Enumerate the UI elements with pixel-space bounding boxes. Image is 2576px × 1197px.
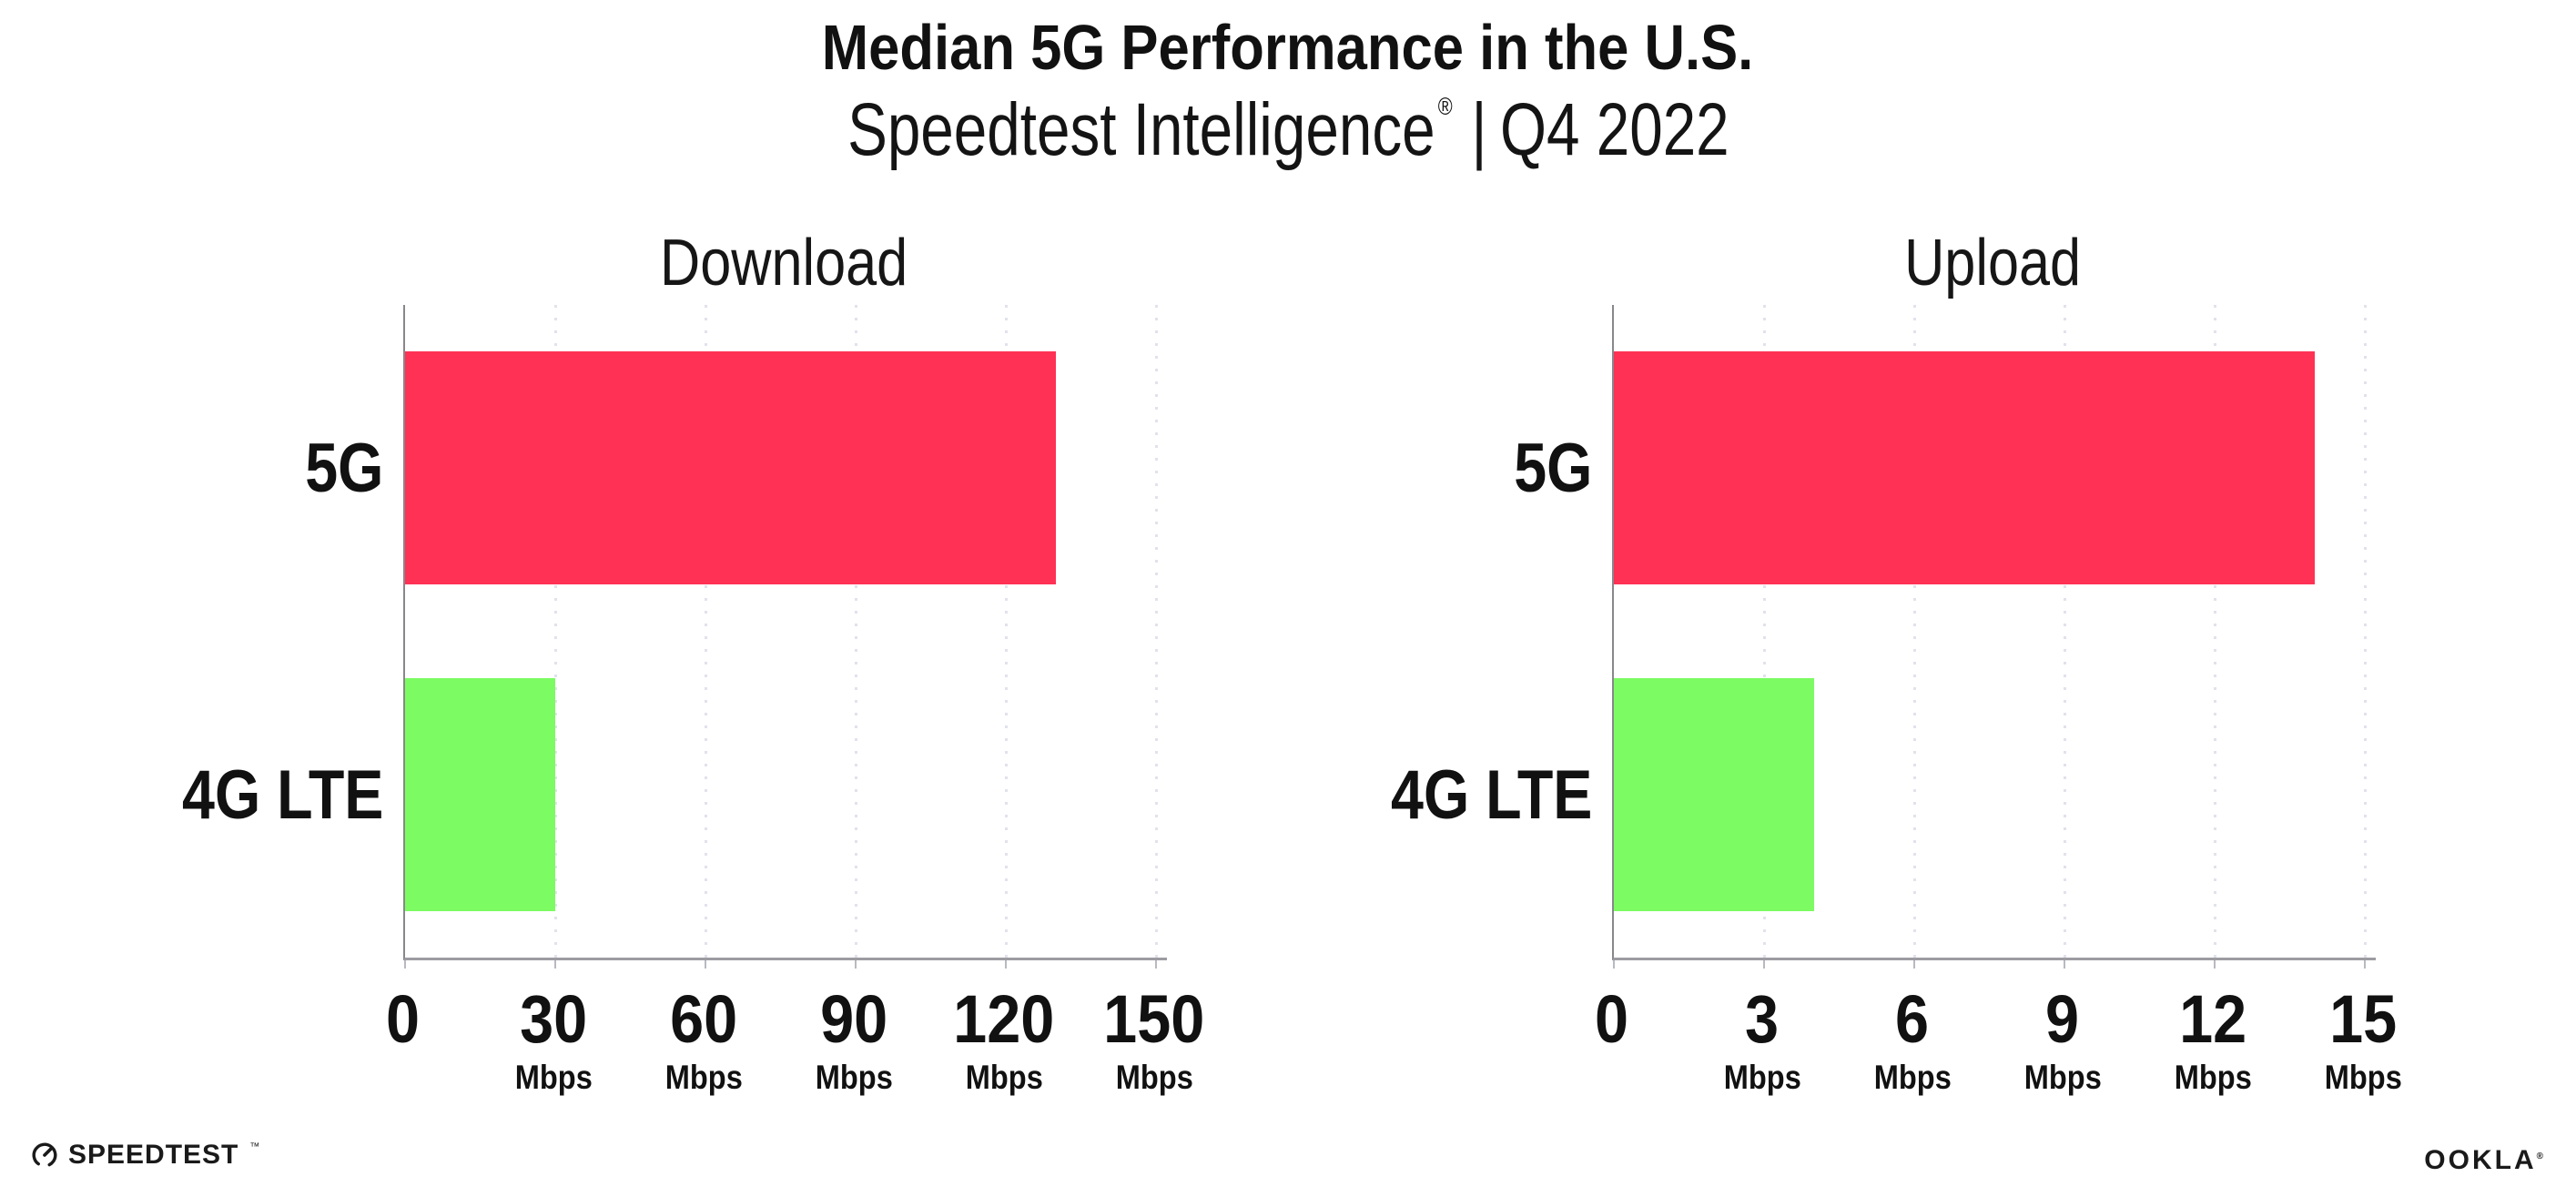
tick-value: 0 xyxy=(1595,981,1629,1057)
category-label-4g-lte: 4G LTE xyxy=(1390,756,1592,834)
tick-label: 150 Mbps xyxy=(1054,981,1254,1097)
gridline xyxy=(705,305,707,958)
category-label-4g-lte: 4G LTE xyxy=(181,756,383,834)
subtitle-separator: | xyxy=(1471,88,1487,171)
tick-unit: Mbps xyxy=(664,1059,743,1097)
tick-unit: Mbps xyxy=(2023,1059,2102,1097)
tick-value: 0 xyxy=(386,981,421,1057)
tick-mark xyxy=(404,960,406,969)
tick-value: 3 xyxy=(1745,981,1780,1057)
tick-unit: Mbps xyxy=(1873,1059,1952,1097)
tick-value: 90 xyxy=(819,981,888,1057)
tick-label: 0 xyxy=(303,981,503,1057)
tick-mark xyxy=(554,960,556,969)
upload-plot-area xyxy=(1612,305,2376,969)
tick-mark xyxy=(1155,960,1157,969)
tick-mark xyxy=(855,960,857,969)
category-label-5g: 5G xyxy=(1513,429,1592,507)
tick-value: 15 xyxy=(2328,981,2398,1057)
tick-value: 120 xyxy=(953,981,1055,1057)
tick-value: 150 xyxy=(1103,981,1205,1057)
gridline xyxy=(855,305,857,958)
category-label-5g: 5G xyxy=(304,429,383,507)
tick-value: 12 xyxy=(2178,981,2247,1057)
tick-label: 12 Mbps xyxy=(2113,981,2313,1097)
upload-chart: Upload 0 3 Mbps 6 Mbps 9 Mbps 12 Mbps 15 Mbps 5G 4G … xyxy=(1339,118,2402,1156)
tick-mark xyxy=(1005,960,1007,969)
gridline xyxy=(1763,305,1766,958)
tick-unit: Mbps xyxy=(815,1059,893,1097)
bar-4g-lte xyxy=(1614,678,1814,911)
gridline xyxy=(1913,305,1916,958)
tick-mark xyxy=(1763,960,1765,969)
upload-chart-title: Upload xyxy=(1904,227,2082,299)
tick-mark xyxy=(2214,960,2216,969)
tick-value: 30 xyxy=(519,981,588,1057)
page-subtitle: Speedtest Intelligence ® | Q4 2022 xyxy=(0,87,2576,173)
gridline xyxy=(2064,305,2066,958)
download-chart-title: Download xyxy=(660,227,908,299)
bar-5g xyxy=(1614,351,2315,584)
tick-label: 60 Mbps xyxy=(603,981,804,1097)
tick-label: 9 Mbps xyxy=(1962,981,2163,1097)
speedtest-logo-text: SPEEDTEST xyxy=(68,1140,239,1170)
tick-label: 0 xyxy=(1512,981,1712,1057)
gridline xyxy=(2214,305,2216,958)
tick-unit: Mbps xyxy=(1723,1059,1801,1097)
tick-mark xyxy=(2364,960,2366,969)
trademark-icon: ™ xyxy=(249,1141,260,1152)
gridline xyxy=(1155,305,1158,958)
tick-mark xyxy=(1613,960,1615,969)
bar-4g-lte xyxy=(405,678,555,911)
tick-mark xyxy=(2064,960,2065,969)
tick-label: 3 Mbps xyxy=(1662,981,1862,1097)
download-chart: Download 0 30 Mbps 60 Mbps 90 Mbps 120 Mbps 150 Mb… xyxy=(130,118,1205,1156)
tick-label: 6 Mbps xyxy=(1812,981,2013,1097)
tick-unit: Mbps xyxy=(2324,1059,2402,1097)
ookla-registered-mark-icon: ® xyxy=(2536,1151,2543,1161)
tick-mark xyxy=(1913,960,1915,969)
subtitle-period: Q4 2022 xyxy=(1499,88,1729,171)
tick-label: 120 Mbps xyxy=(904,981,1104,1097)
page-title-text: Median 5G Performance in the U.S. xyxy=(822,12,1754,83)
speedtest-gauge-icon xyxy=(32,1142,57,1168)
page-title: Median 5G Performance in the U.S. xyxy=(0,11,2576,84)
bar-5g xyxy=(405,351,1056,584)
subtitle-brand: Speedtest Intelligence xyxy=(847,88,1435,171)
ookla-logo-text: OOKLA xyxy=(2424,1145,2537,1175)
tick-value: 60 xyxy=(669,981,738,1057)
registered-mark-icon: ® xyxy=(1437,93,1453,120)
gridline xyxy=(1005,305,1008,958)
tick-value: 9 xyxy=(2045,981,2080,1057)
tick-label: 15 Mbps xyxy=(2263,981,2463,1097)
tick-mark xyxy=(705,960,706,969)
speedtest-logo: SPEEDTEST ™ xyxy=(31,1140,259,1171)
tick-value: 6 xyxy=(1895,981,1930,1057)
tick-unit: Mbps xyxy=(2174,1059,2252,1097)
tick-label: 30 Mbps xyxy=(453,981,654,1097)
gridline xyxy=(2364,305,2367,958)
ookla-logo: OOKLA® xyxy=(2424,1145,2543,1176)
gridline xyxy=(554,305,557,958)
download-plot-area xyxy=(403,305,1167,969)
tick-label: 90 Mbps xyxy=(754,981,954,1097)
tick-unit: Mbps xyxy=(514,1059,593,1097)
tick-unit: Mbps xyxy=(1115,1059,1193,1097)
tick-unit: Mbps xyxy=(965,1059,1043,1097)
